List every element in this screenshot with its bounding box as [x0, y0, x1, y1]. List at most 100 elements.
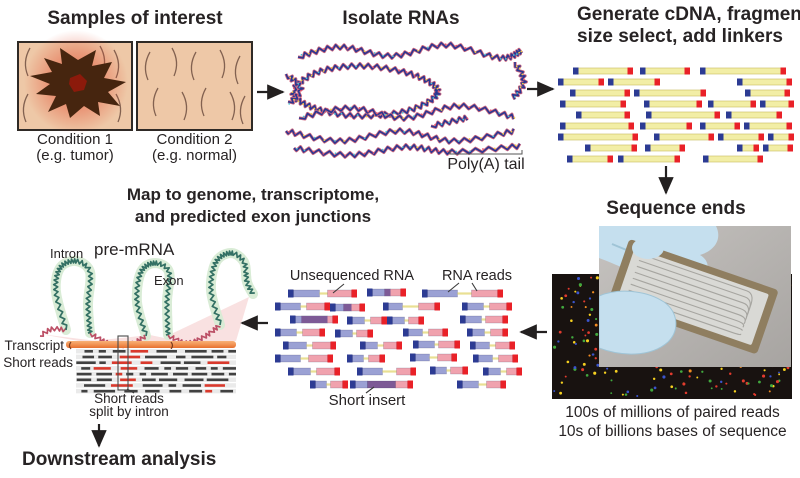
rna-base-speckle	[493, 147, 496, 150]
cdna-fragment	[570, 89, 630, 97]
cdna-fragment	[560, 100, 626, 108]
base-call-dot	[581, 329, 584, 331]
paired-read	[383, 302, 440, 311]
short-read-dash	[168, 384, 177, 387]
rna-base-speckle	[478, 107, 481, 110]
paired-read	[290, 315, 338, 324]
paired-read	[430, 366, 468, 375]
rna-base-speckle	[449, 106, 451, 109]
rna-base-speckle	[405, 71, 408, 73]
rna-strand	[298, 103, 515, 122]
hair-stroke	[144, 51, 151, 81]
rna-base-speckle	[498, 112, 501, 114]
rna-base-speckle	[418, 76, 421, 79]
rna-base-speckle	[513, 54, 515, 56]
rna-base-speckle	[334, 152, 337, 155]
rna-base-speckle	[312, 150, 315, 153]
short-read-dash	[140, 361, 153, 364]
short-read-dash	[96, 372, 112, 376]
rna-base-speckle	[502, 132, 505, 135]
base-call-dot	[588, 313, 592, 316]
rna-base-speckle	[353, 153, 355, 156]
short-read-dash	[210, 367, 218, 370]
flow-cell-channel	[630, 283, 745, 328]
short-read-dash	[111, 361, 132, 364]
rna-base-speckle	[317, 71, 320, 74]
base-call-dot	[595, 332, 599, 336]
rna-base-speckle	[462, 118, 465, 121]
transcript-open-paren	[68, 341, 72, 350]
rna-base-speckle	[515, 53, 518, 55]
short-read-dash	[119, 355, 141, 359]
rna-reads-label: RNA reads	[441, 268, 513, 284]
rna-base-speckle	[305, 77, 308, 80]
base-call-dot	[769, 384, 774, 388]
rna-base-speckle	[510, 130, 513, 133]
cdna-fragment	[644, 100, 702, 108]
rna-base-speckle	[448, 139, 450, 142]
base-call-dot	[588, 297, 592, 300]
short-read-dash	[159, 378, 178, 382]
base-call-dot	[670, 385, 674, 389]
short-read-dash	[211, 350, 224, 353]
exon-wave	[167, 324, 221, 346]
base-call-dot	[696, 376, 699, 379]
rna-base-speckle	[427, 100, 430, 103]
rna-base-speckle	[466, 117, 469, 120]
base-call-dot	[574, 342, 577, 346]
rna-base-speckle	[519, 86, 522, 89]
base-call-dot	[570, 319, 573, 322]
rna-base-speckle	[349, 106, 352, 109]
short-insert-label: Short insert	[328, 392, 406, 409]
base-call-dot	[585, 374, 589, 377]
base-call-dot	[560, 297, 563, 300]
samples-title: Samples of interest	[47, 8, 223, 29]
rna-base-speckle	[300, 79, 303, 82]
rna-base-speckle	[402, 117, 405, 119]
short-read-dash	[130, 350, 149, 353]
rna-base-speckle	[358, 106, 361, 109]
cdna-fragment	[640, 122, 692, 130]
rna-base-speckle	[330, 66, 333, 69]
paired-read	[330, 303, 365, 312]
read-stripe	[76, 377, 236, 382]
base-call-dot	[753, 393, 756, 396]
paired-read	[457, 380, 506, 389]
rna-base-speckle	[448, 121, 450, 124]
pre-mrna-label: pre-mRNA	[94, 240, 175, 259]
base-call-dot	[560, 381, 564, 384]
short-read-dash	[205, 389, 213, 393]
rna-base-speckle	[403, 131, 406, 133]
rna-base-speckle	[412, 115, 415, 118]
base-call-dot	[594, 317, 598, 321]
sequence-ends-title: Sequence ends	[606, 198, 746, 219]
rna-base-speckle	[401, 146, 404, 149]
rna-base-speckle	[296, 94, 299, 97]
cdna-fragment	[608, 78, 660, 86]
cdna-fragment	[700, 67, 786, 75]
short-read-dash	[93, 367, 111, 370]
base-call-dot	[561, 305, 565, 309]
short-read-dash	[160, 361, 181, 364]
rna-base-speckle	[422, 103, 425, 106]
base-call-dot	[684, 391, 688, 395]
rna-base-speckle	[365, 115, 368, 118]
base-call-dot	[653, 386, 657, 390]
stats-line2: 10s of billions bases of sequence	[558, 423, 787, 440]
base-call-dot	[564, 294, 568, 298]
base-call-dot	[581, 368, 585, 372]
rna-base-speckle	[484, 53, 486, 56]
base-call-dot	[679, 370, 683, 373]
rna-base-speckle	[338, 45, 341, 48]
rna-base-speckle	[420, 113, 423, 116]
short-read-dash	[98, 350, 106, 353]
paired-read	[275, 302, 330, 311]
paired-read	[350, 380, 413, 389]
paired-read	[387, 316, 424, 325]
rna-base-speckle	[288, 102, 291, 105]
rna-base-speckle	[392, 55, 394, 58]
rna-strands-graphic	[284, 41, 528, 159]
rna-base-speckle	[433, 85, 436, 88]
base-call-dot	[606, 367, 609, 370]
base-call-dot	[593, 371, 597, 375]
